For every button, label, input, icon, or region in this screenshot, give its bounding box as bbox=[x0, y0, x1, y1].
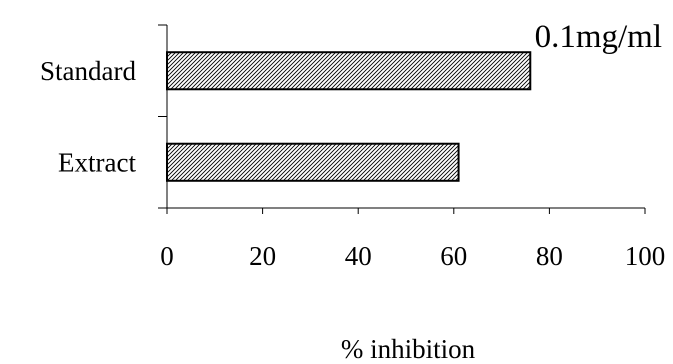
x-axis-title: % inhibition bbox=[341, 334, 476, 364]
category-label: Extract bbox=[58, 147, 136, 177]
x-tick-label: 100 bbox=[625, 241, 666, 271]
bar-standard bbox=[166, 51, 532, 91]
x-tick-label: 0 bbox=[160, 241, 174, 271]
chart-annotation: 0.1mg/ml bbox=[535, 19, 662, 55]
category-label: Standard bbox=[40, 56, 136, 86]
bar-extract bbox=[166, 142, 460, 182]
x-tick-label: 60 bbox=[440, 241, 467, 271]
x-tick-label: 20 bbox=[249, 241, 276, 271]
x-tick-label: 80 bbox=[536, 241, 563, 271]
x-tick-label: 40 bbox=[345, 241, 372, 271]
